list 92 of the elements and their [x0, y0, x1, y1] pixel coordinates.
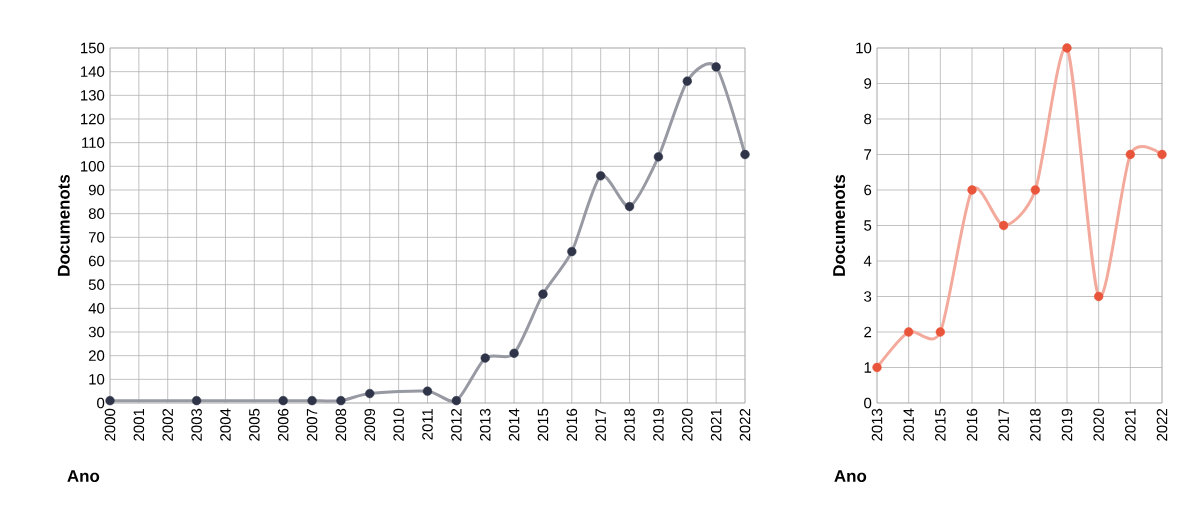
x-tick-label: 2016: [966, 408, 978, 441]
x-tick-label: 2017: [595, 408, 606, 441]
x-tick-label: 2004: [220, 408, 231, 441]
x-tick-label: 2015: [537, 408, 549, 441]
x-tick-label: 2020: [681, 408, 693, 441]
y-tick-label: 110: [82, 137, 105, 148]
x-tick-label: 2003: [191, 408, 202, 441]
point: [711, 62, 721, 72]
x-tick-label: 2018: [1030, 408, 1041, 441]
x-tick-label: 2017: [998, 408, 1009, 441]
point: [307, 396, 317, 406]
point: [596, 171, 606, 181]
point: [1125, 149, 1135, 160]
x-tick-label: 2001: [133, 408, 145, 441]
x-axis-title: Ano: [67, 470, 100, 482]
point: [451, 396, 461, 406]
point: [278, 396, 288, 406]
y-tick-label: 4: [863, 255, 872, 267]
y-tick-label: 80: [88, 208, 105, 219]
point: [999, 220, 1009, 231]
point: [480, 353, 490, 363]
point: [567, 246, 577, 257]
x-tick-label: 2009: [364, 408, 376, 441]
y-tick-label: 0: [864, 397, 872, 409]
y-tick-label: 30: [88, 326, 105, 338]
x-axis-title: Ano: [834, 470, 867, 482]
y-axis-title: Documenots: [57, 174, 70, 276]
x-tick-label: 2020: [1093, 408, 1104, 441]
x-tick-label: 2010: [393, 408, 404, 441]
point: [624, 201, 635, 212]
y-tick-label: 5: [864, 220, 872, 231]
y-tick-label: 90: [88, 184, 105, 196]
y-tick-label: 10: [856, 42, 872, 54]
x-tick-label: 2011: [422, 408, 433, 440]
y-tick-label: 120: [81, 113, 105, 125]
x-tick-label: 2005: [249, 408, 260, 441]
y-tick-label: 7: [864, 149, 872, 160]
y-tick-label: 1: [864, 362, 872, 373]
point: [1157, 149, 1167, 160]
point: [509, 348, 519, 358]
x-tick-label: 2014: [508, 408, 520, 441]
y-tick-label: 9: [864, 78, 872, 89]
y-tick-label: 150: [81, 42, 105, 54]
x-tick-label: 2007: [306, 408, 318, 441]
point: [904, 327, 914, 337]
point: [105, 396, 115, 406]
x-tick-label: 2002: [162, 408, 174, 441]
x-tick-label: 2000: [104, 408, 116, 441]
point: [1094, 291, 1104, 302]
point: [1030, 185, 1040, 195]
y-tick-label: 100: [81, 161, 105, 172]
x-tick-label: 2018: [624, 408, 635, 441]
y-tick-label: 8: [864, 113, 872, 125]
y-axis-title: Documenots: [833, 174, 846, 276]
x-tick-label: 2008: [335, 408, 347, 441]
y-tick-label: 10: [89, 374, 105, 385]
y-tick-label: 20: [88, 350, 105, 361]
x-tick-label: 2022: [1156, 408, 1168, 441]
point: [538, 289, 548, 299]
x-tick-label: 2016: [566, 408, 578, 441]
point: [191, 396, 202, 406]
point: [740, 149, 750, 160]
x-tick-label: 2021: [710, 408, 722, 441]
y-tick-label: 6: [864, 184, 872, 196]
x-tick-label: 2006: [277, 408, 289, 441]
point: [935, 327, 945, 337]
x-tick-label: 2015: [935, 408, 946, 441]
y-tick-label: 60: [88, 255, 105, 267]
x-tick-label: 2014: [903, 408, 914, 441]
y-tick-label: 3: [864, 291, 872, 302]
point: [365, 388, 375, 399]
x-tick-label: 2019: [1061, 408, 1073, 441]
x-tick-label: 2013: [871, 408, 883, 441]
point: [682, 76, 692, 86]
point: [336, 396, 346, 406]
point: [653, 152, 664, 162]
y-tick-label: 2: [864, 326, 872, 338]
x-tick-label: 2012: [451, 408, 462, 441]
y-tick-label: 70: [88, 232, 105, 243]
y-tick-label: 40: [88, 303, 105, 314]
y-tick-label: 140: [81, 66, 105, 77]
x-tick-label: 2019: [653, 408, 664, 441]
point: [967, 185, 977, 195]
x-tick-label: 2021: [1125, 408, 1136, 441]
point: [422, 386, 433, 396]
point: [872, 362, 882, 373]
y-tick-label: 130: [81, 90, 105, 101]
x-tick-label: 2013: [479, 408, 491, 441]
y-tick-label: 50: [88, 279, 105, 290]
x-tick-label: 2022: [739, 408, 751, 441]
point: [1062, 43, 1072, 53]
y-tick-label: 0: [97, 397, 105, 409]
